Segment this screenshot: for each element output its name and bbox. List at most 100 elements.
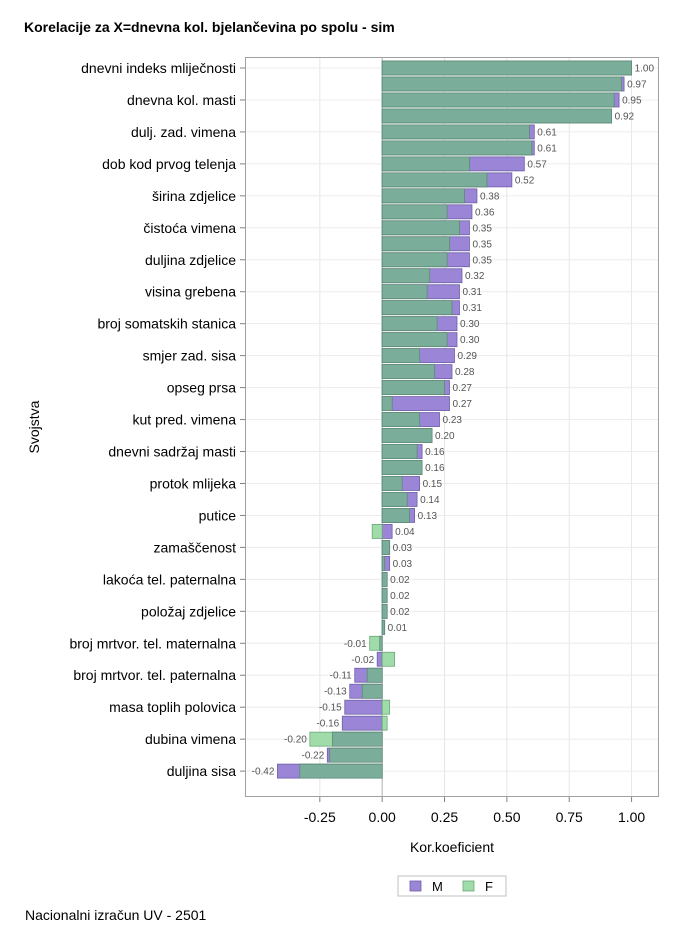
x-tick-label-5: 1.00 xyxy=(618,809,645,825)
bar-overlap-38 xyxy=(366,667,383,683)
bar-overlap-0 xyxy=(381,60,632,76)
category-label-22: duljina sisa xyxy=(167,763,236,779)
value-label-21: 0.27 xyxy=(453,399,473,410)
category-label-9: smjer zad. sisa xyxy=(143,348,237,364)
x-tick-label-4: 0.75 xyxy=(556,809,583,825)
value-label-1: 0.97 xyxy=(627,79,647,90)
category-label-6: duljina zdjelice xyxy=(145,252,236,268)
bar-overlap-39 xyxy=(361,683,383,699)
category-label-5: čistoća vimena xyxy=(143,220,236,236)
bar-overlap-34 xyxy=(381,604,388,619)
value-label-3: 0.92 xyxy=(615,111,635,122)
bar-m-29 xyxy=(381,524,393,539)
category-label-15: zamaščenost xyxy=(154,539,237,555)
bar-overlap-8 xyxy=(381,188,465,204)
category-label-7: visina grebena xyxy=(145,284,236,300)
value-label-19: 0.28 xyxy=(455,367,475,378)
bar-overlap-32 xyxy=(381,572,388,587)
value-label-35: 0.01 xyxy=(388,623,408,634)
bar-m-37 xyxy=(376,651,383,667)
value-label-37: -0.02 xyxy=(351,655,374,666)
value-label-2: 0.95 xyxy=(622,95,642,106)
legend-swatch-m xyxy=(409,880,422,892)
bar-f-29 xyxy=(371,524,383,539)
bar-overlap-30 xyxy=(381,540,390,555)
category-label-16: lakoća tel. paternalna xyxy=(103,571,236,587)
bar-overlap-24 xyxy=(381,444,418,459)
bar-overlap-36 xyxy=(379,635,383,651)
value-labels: 1.00 0.97 0.95 0.92 0.61 0.61 0.57 0.52 0.38 0.36… xyxy=(252,64,655,778)
category-label-21: dubina vimena xyxy=(145,731,236,747)
bar-overlap-14 xyxy=(381,284,428,300)
value-label-38: -0.11 xyxy=(330,671,352,682)
category-label-0: dnevni indeks mliječnosti xyxy=(81,60,236,76)
value-label-6: 0.57 xyxy=(527,159,547,170)
value-label-22: 0.23 xyxy=(443,415,463,426)
value-label-8: 0.38 xyxy=(480,191,500,202)
bar-m-40 xyxy=(344,699,383,715)
bar-overlap-12 xyxy=(381,252,448,268)
category-label-20: masa toplih polovica xyxy=(109,699,236,715)
value-label-20: 0.27 xyxy=(453,383,473,394)
value-label-44: -0.42 xyxy=(252,767,275,778)
y-axis-title: Svojstva xyxy=(26,400,42,453)
value-label-29: 0.04 xyxy=(395,527,415,538)
bar-overlap-35 xyxy=(381,619,385,635)
value-label-34: 0.02 xyxy=(390,607,410,618)
value-label-14: 0.31 xyxy=(462,287,482,298)
category-label-11: kut pred. vimena xyxy=(133,412,237,428)
value-label-32: 0.02 xyxy=(390,575,410,586)
x-axis-title: Kor.koeficient xyxy=(410,839,494,855)
category-label-19: broj mrtvor. tel. paternalna xyxy=(73,667,236,683)
bar-f-37 xyxy=(381,651,396,667)
category-label-12: dnevni sadržaj masti xyxy=(108,444,236,460)
bar-overlap-44 xyxy=(299,763,383,779)
value-label-4: 0.61 xyxy=(537,127,557,138)
value-label-10: 0.35 xyxy=(472,223,492,234)
bar-overlap-3 xyxy=(381,108,612,124)
value-label-31: 0.03 xyxy=(393,559,413,570)
value-label-43: -0.22 xyxy=(302,751,325,762)
category-label-4: širina zdjelice xyxy=(152,188,236,204)
category-labels: dnevni indeks mliječnosti dnevna kol. mas… xyxy=(69,60,245,779)
bar-overlap-26 xyxy=(381,476,403,491)
chart-title: Korelacije za X=dnevna kol. bjelančevina… xyxy=(24,19,395,35)
category-label-1: dnevna kol. masti xyxy=(127,92,236,108)
category-label-2: dulj. zad. vimena xyxy=(131,124,236,140)
value-label-36: -0.01 xyxy=(344,639,367,650)
category-label-14: putice xyxy=(199,507,237,523)
legend-label-f: F xyxy=(485,879,493,894)
value-label-28: 0.13 xyxy=(418,511,438,522)
legend-swatch-f xyxy=(462,880,475,892)
bar-overlap-42 xyxy=(331,731,383,747)
value-label-25: 0.16 xyxy=(425,463,445,474)
bar-overlap-33 xyxy=(381,588,388,603)
x-tick-label-1: 0.00 xyxy=(369,809,396,825)
category-label-17: položaj zdjelice xyxy=(141,603,236,619)
value-label-0: 1.00 xyxy=(635,64,655,75)
bar-overlap-17 xyxy=(381,332,448,347)
bar-overlap-19 xyxy=(381,364,435,379)
value-label-12: 0.35 xyxy=(472,255,492,266)
value-label-42: -0.20 xyxy=(284,735,307,746)
bar-overlap-11 xyxy=(381,236,450,252)
bar-overlap-18 xyxy=(381,348,420,363)
bar-overlap-21 xyxy=(381,396,393,411)
bar-overlap-7 xyxy=(381,172,488,188)
bar-overlap-31 xyxy=(381,556,385,571)
value-label-39: -0.13 xyxy=(324,687,347,698)
bar-overlap-15 xyxy=(381,300,453,316)
value-label-26: 0.15 xyxy=(423,479,443,490)
bar-m-41 xyxy=(341,715,383,731)
x-tick-label-3: 0.50 xyxy=(493,809,520,825)
bar-overlap-43 xyxy=(329,747,383,763)
value-label-27: 0.14 xyxy=(420,495,440,506)
value-label-41: -0.16 xyxy=(316,719,339,730)
bar-overlap-2 xyxy=(381,92,615,108)
category-label-13: protok mlijeka xyxy=(150,475,237,491)
bar-overlap-6 xyxy=(381,156,470,172)
legend: M F xyxy=(397,875,507,897)
bar-overlap-10 xyxy=(381,220,460,236)
value-label-18: 0.29 xyxy=(457,351,477,362)
value-label-24: 0.16 xyxy=(425,447,445,458)
